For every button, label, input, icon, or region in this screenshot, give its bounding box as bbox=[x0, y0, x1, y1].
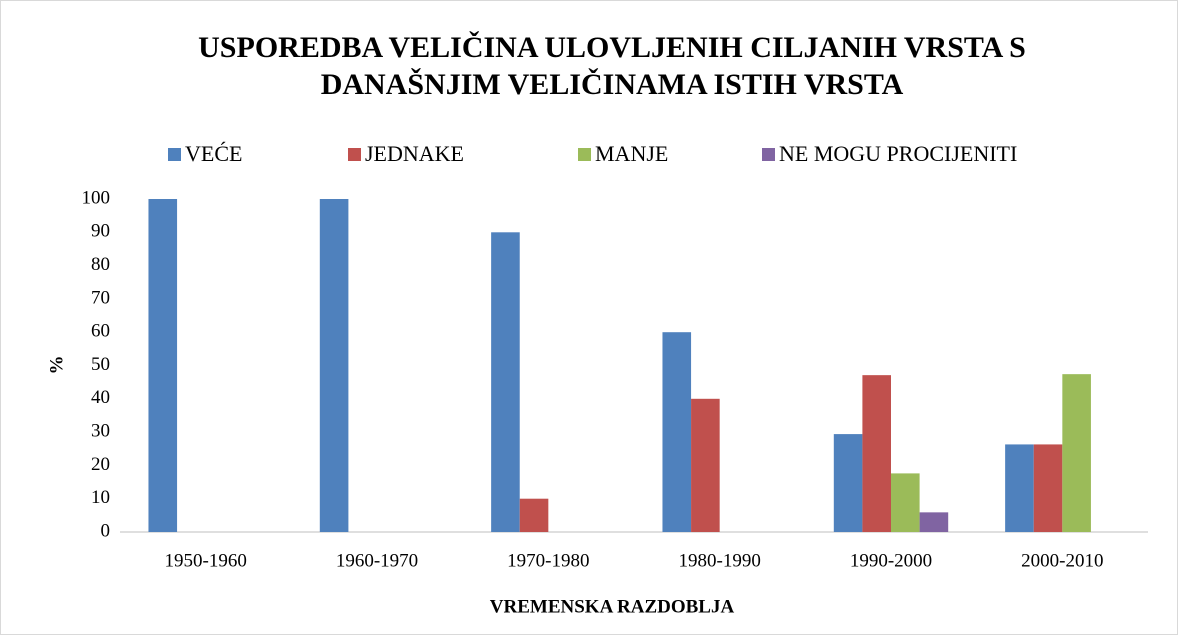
y-tick-label: 100 bbox=[82, 187, 111, 208]
chart-title: USPOREDBA VELIČINA ULOVLJENIH CILJANIH V… bbox=[198, 31, 1026, 64]
legend-label: NE MOGU PROCIJENITI bbox=[779, 141, 1017, 166]
bar bbox=[1062, 374, 1091, 532]
bar bbox=[862, 375, 891, 532]
x-tick-label: 2000-2010 bbox=[1021, 550, 1103, 571]
bar bbox=[1005, 444, 1034, 532]
legend-swatch bbox=[168, 148, 181, 161]
y-tick-label: 50 bbox=[91, 354, 110, 375]
legend-label: MANJE bbox=[595, 141, 668, 166]
x-axis-title: VREMENSKA RAZDOBLJA bbox=[490, 596, 735, 617]
y-tick-label: 80 bbox=[91, 254, 110, 275]
bar bbox=[833, 434, 863, 532]
legend-swatch bbox=[762, 148, 775, 161]
y-tick-label: 20 bbox=[91, 454, 110, 475]
y-tick-label: 30 bbox=[91, 420, 110, 441]
y-axis-title: % bbox=[46, 356, 67, 375]
bar bbox=[691, 398, 720, 532]
bar bbox=[319, 199, 349, 532]
y-tick-label: 90 bbox=[91, 221, 110, 242]
y-tick-label: 10 bbox=[91, 487, 110, 508]
x-tick-label: 1960-1970 bbox=[336, 550, 418, 571]
x-tick-label: 1970-1980 bbox=[507, 550, 589, 571]
y-tick-label: 70 bbox=[91, 287, 110, 308]
bar bbox=[662, 332, 692, 532]
y-tick-label: 60 bbox=[91, 321, 110, 342]
y-tick-label: 0 bbox=[101, 520, 111, 541]
y-tick-label: 40 bbox=[91, 387, 110, 408]
bar bbox=[1033, 444, 1063, 532]
bar bbox=[891, 473, 920, 532]
bar bbox=[919, 512, 949, 532]
x-tick-label: 1980-1990 bbox=[679, 550, 761, 571]
bar bbox=[148, 199, 178, 532]
bar bbox=[491, 232, 520, 533]
x-tick-label: 1950-1960 bbox=[165, 550, 247, 571]
legend-swatch bbox=[348, 148, 361, 161]
legend-swatch bbox=[578, 148, 591, 161]
legend-label: VEĆE bbox=[185, 141, 242, 166]
chart-title: DANAŠNJIM VELIČINAMA ISTIH VRSTA bbox=[321, 68, 904, 101]
x-tick-label: 1990-2000 bbox=[850, 550, 932, 571]
legend-label: JEDNAKE bbox=[365, 141, 464, 166]
bar bbox=[519, 498, 549, 532]
